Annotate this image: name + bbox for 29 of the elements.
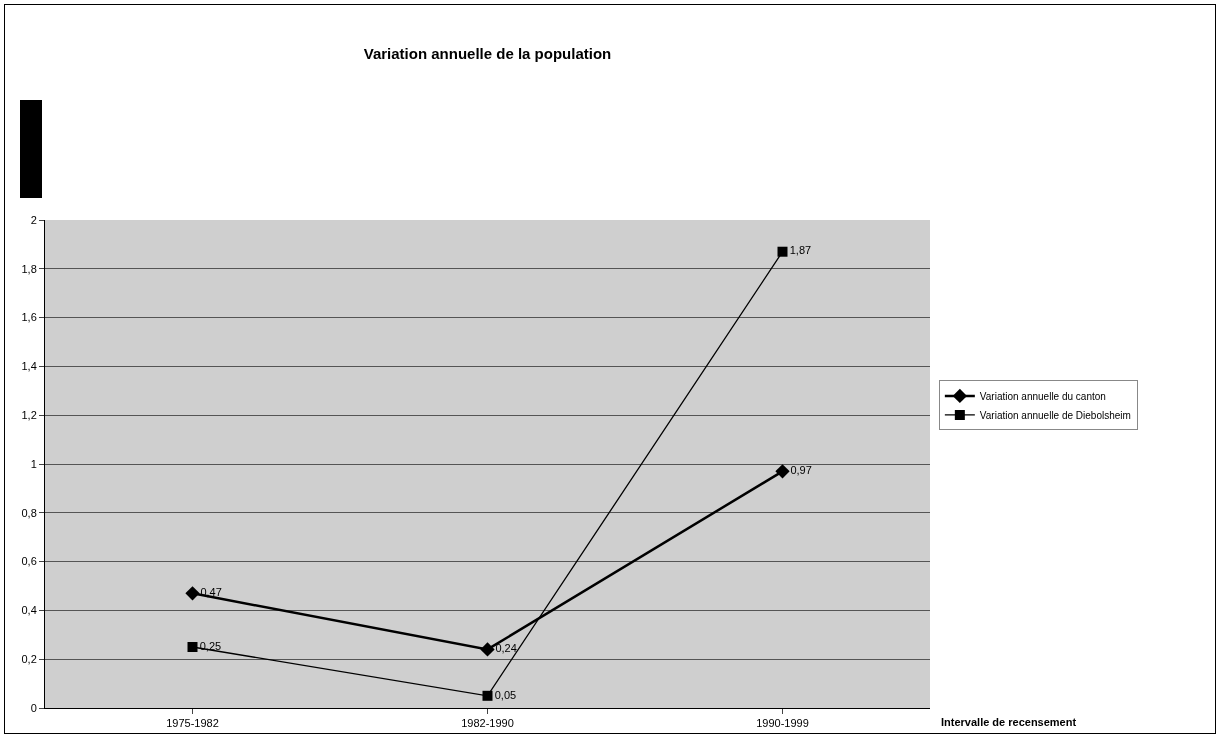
y-tick-label: 2 — [30, 213, 37, 226]
x-axis-title: Intervalle de recensement — [941, 716, 1077, 728]
legend-label: Variation annuelle de Diebolsheim — [979, 409, 1131, 421]
y-tick-label: 1,6 — [21, 311, 37, 324]
y-tick-label: 0,2 — [21, 653, 37, 666]
data-label: 0,97 — [790, 464, 812, 477]
y-tick-label: 1,8 — [21, 262, 37, 275]
y-tick-label: 1,2 — [21, 409, 37, 422]
point — [187, 642, 198, 652]
point — [777, 246, 788, 257]
point — [185, 586, 200, 601]
x-tick-label: 1990-1999 — [756, 717, 809, 730]
point — [775, 464, 790, 479]
data-label: 0,05 — [494, 688, 517, 701]
x-tick-label: 1975-1982 — [166, 717, 219, 730]
legend-label: Variation annuelle du canton — [979, 390, 1106, 402]
y-tick-label: 0,6 — [21, 555, 37, 568]
chart-title: Variation annuelle de la population — [363, 45, 612, 63]
point — [482, 690, 493, 701]
data-label: 0,25 — [199, 639, 222, 652]
data-label: 0,24 — [495, 642, 517, 655]
y-tick-label: 0,4 — [21, 604, 37, 617]
y-tick-label: 1 — [30, 457, 37, 470]
y-tick-label: 0,8 — [21, 506, 37, 519]
x-tick-label: 1982-1990 — [461, 717, 514, 730]
y-tick-label: 0 — [30, 701, 37, 714]
point — [480, 642, 495, 657]
y-tick-label: 1,4 — [21, 360, 37, 373]
data-label: 1,87 — [789, 244, 812, 257]
